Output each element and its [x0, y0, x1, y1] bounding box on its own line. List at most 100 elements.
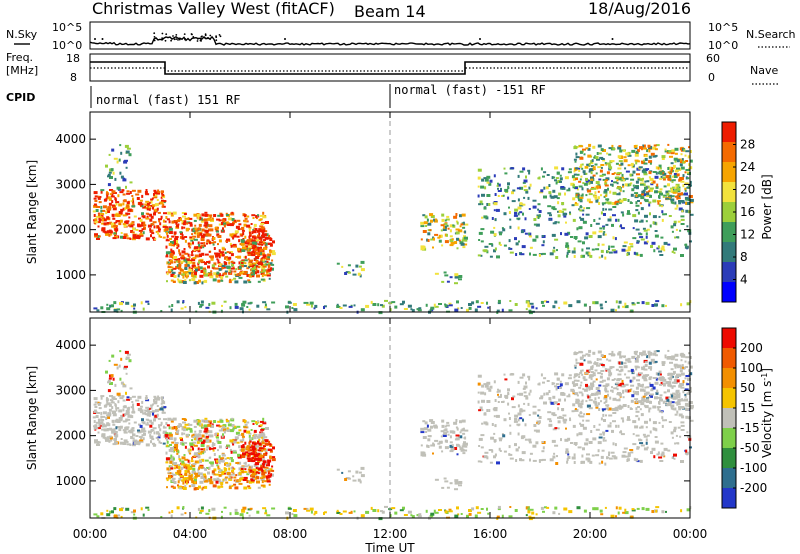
power-cell — [218, 249, 221, 253]
velocity-cell — [639, 426, 642, 429]
power-cell — [262, 257, 265, 260]
power-cell — [255, 265, 259, 268]
velocity-cell — [160, 442, 162, 444]
velocity-cell — [223, 428, 227, 432]
velocity-cell — [508, 445, 511, 449]
power-cell — [624, 305, 629, 309]
velocity-cell — [261, 474, 264, 478]
power-cell — [614, 201, 617, 205]
power-cell — [564, 176, 569, 180]
power-cell — [592, 166, 596, 169]
power-cell — [457, 307, 460, 310]
power-cell — [426, 218, 429, 222]
velocity-cell — [251, 441, 254, 445]
velocity-cell — [562, 414, 567, 417]
velocity-cell — [178, 477, 182, 481]
velocity-cell — [594, 507, 599, 511]
power-cell — [523, 179, 528, 183]
power-cell — [291, 307, 294, 309]
velocity-cell — [216, 439, 220, 443]
velocity-cell — [102, 436, 107, 439]
velocity-cell — [234, 486, 239, 490]
velocity-cell — [175, 427, 178, 431]
velocity-cell — [557, 416, 560, 419]
power-cell — [603, 213, 606, 216]
velocity-cell — [670, 404, 675, 408]
velocity-cell — [499, 438, 502, 442]
velocity-cell — [592, 380, 596, 383]
power-cell — [144, 207, 148, 210]
power-cell — [652, 180, 656, 184]
date-label: 18/Aug/2016 — [588, 0, 691, 18]
velocity-cell — [173, 437, 177, 441]
velocity-cell — [224, 457, 227, 460]
power-cell — [234, 305, 239, 309]
velocity-cell — [566, 395, 571, 398]
power-cell — [184, 239, 187, 243]
power-cell — [595, 172, 598, 175]
velocity-cell — [573, 461, 576, 464]
power-cell — [599, 174, 604, 177]
velocity-cell — [641, 385, 644, 388]
power-cell — [120, 309, 123, 312]
velocity-cell — [602, 409, 605, 412]
velocity-cell — [122, 442, 127, 445]
power-cell — [210, 257, 214, 261]
velocity-cell — [524, 438, 528, 441]
velocity-cell — [602, 365, 606, 368]
velocity-cell — [501, 401, 504, 403]
velocity-cell — [524, 423, 527, 427]
power-cell — [681, 192, 684, 196]
velocity-cell — [550, 401, 555, 405]
velocity-cell — [118, 364, 121, 368]
velocity-cell — [649, 400, 652, 403]
power-cell — [224, 251, 227, 254]
power-cell — [260, 226, 265, 230]
velocity-cell — [511, 406, 516, 409]
power-cell — [497, 182, 499, 185]
power-cell — [204, 229, 207, 233]
power-cell — [155, 230, 158, 233]
power-cell — [565, 244, 570, 248]
velocity-cell — [514, 417, 517, 421]
velocity-cell — [100, 411, 103, 415]
velocity-cell — [552, 428, 557, 431]
power-cell — [444, 225, 447, 229]
power-cell — [685, 198, 688, 201]
velocity-cell — [588, 349, 592, 353]
power-cell — [529, 183, 532, 187]
power-cell — [147, 205, 150, 208]
velocity-cell — [538, 459, 541, 463]
power-cell — [145, 237, 150, 241]
power-cell — [157, 189, 160, 192]
power-cell — [654, 175, 659, 179]
velocity-cell — [93, 409, 97, 412]
power-cell — [258, 228, 263, 232]
power-cell — [177, 259, 181, 263]
power-cell — [94, 218, 98, 222]
velocity-cell — [109, 399, 112, 402]
velocity-cell — [213, 473, 216, 476]
velocity-cell — [454, 488, 458, 491]
velocity-cell — [205, 512, 210, 515]
power-cell — [644, 214, 648, 218]
power-cell — [221, 265, 226, 267]
velocity-cell — [135, 435, 139, 437]
velocity-cell — [516, 393, 521, 396]
velocity-cell — [184, 442, 188, 444]
velocity-cell — [93, 403, 97, 406]
velocity-cell — [184, 423, 189, 426]
power-cell — [120, 175, 124, 179]
power-cell — [182, 300, 185, 303]
velocity-cell — [545, 392, 549, 396]
velocity-cell — [643, 399, 648, 403]
velocity-cell — [210, 461, 214, 465]
power-cell — [462, 246, 466, 249]
power-cell — [600, 166, 603, 169]
power-cell — [650, 245, 653, 248]
power-cell — [670, 198, 675, 202]
power-cell — [523, 185, 527, 188]
power-cell — [214, 252, 219, 255]
velocity-cell — [649, 368, 652, 371]
colorbar-tick-label: 28 — [740, 138, 755, 152]
